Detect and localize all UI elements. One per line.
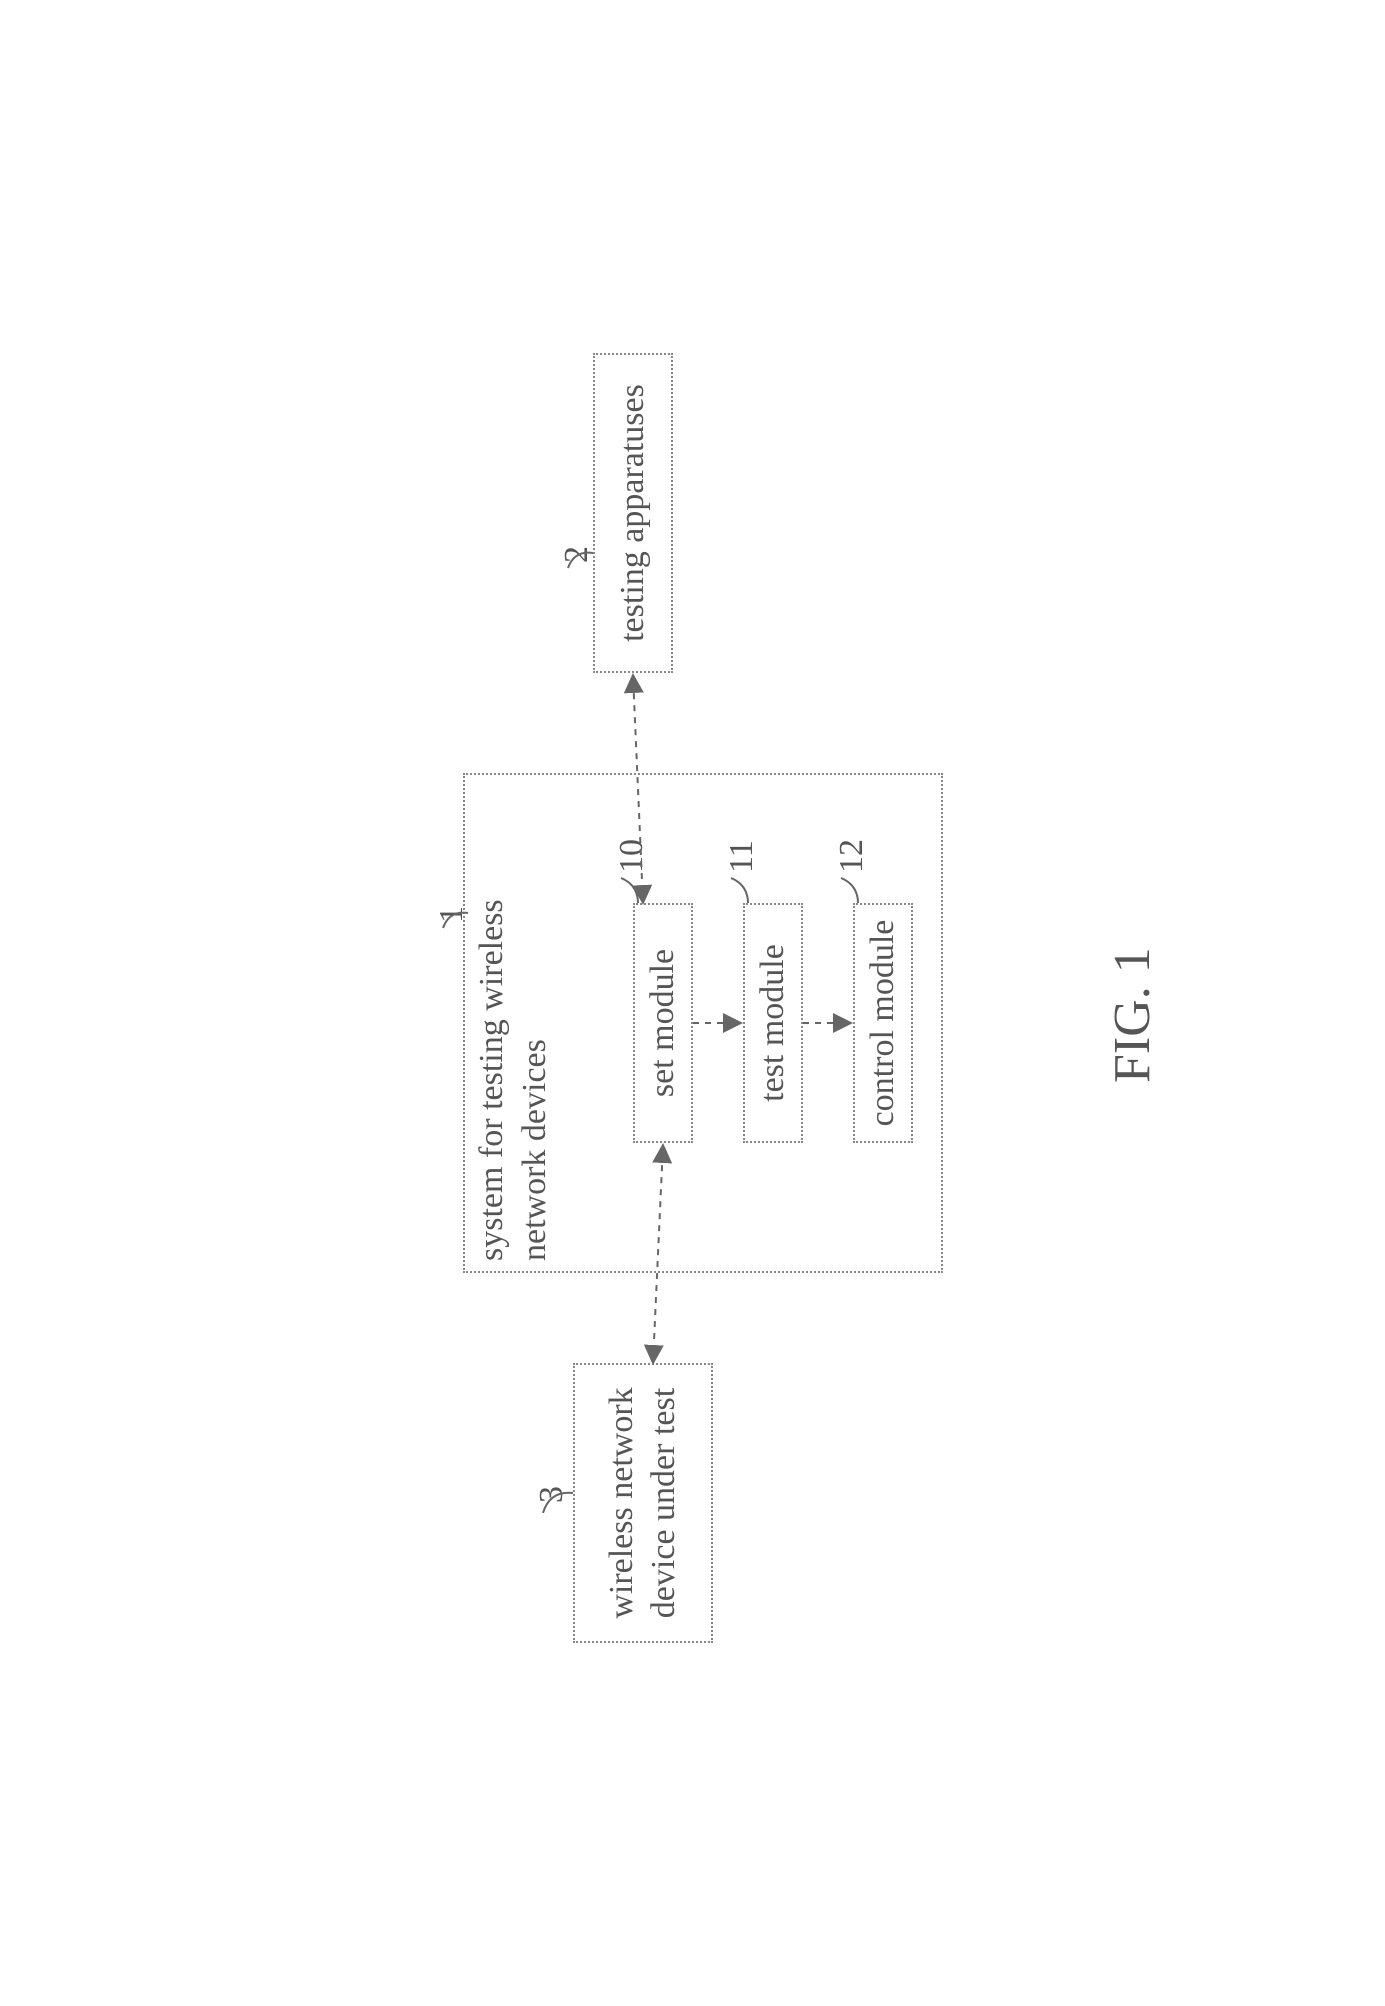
- apparatus-text: testing apparatuses: [614, 384, 652, 642]
- ref-label-12: 12: [833, 839, 871, 873]
- ref-label-1: 1: [433, 906, 471, 923]
- ref-label-3: 3: [533, 1486, 571, 1503]
- figure-caption: FIG. 1: [1103, 947, 1162, 1083]
- ref-label-11: 11: [723, 840, 761, 873]
- set-module-box: set module: [633, 903, 693, 1143]
- system-title: system for testing wireless network devi…: [471, 899, 556, 1261]
- apparatus-box: testing apparatuses: [593, 353, 673, 673]
- ref-label-2: 2: [558, 546, 596, 563]
- ref-label-10: 10: [613, 839, 651, 873]
- test-module-text: test module: [754, 944, 792, 1102]
- test-module-box: test module: [743, 903, 803, 1143]
- dut-box: wireless network device under test: [573, 1363, 713, 1643]
- system-title-line1: system for testing wireless: [473, 899, 510, 1261]
- dut-text: wireless network device under test: [600, 1387, 685, 1618]
- control-module-box: control module: [853, 903, 913, 1143]
- system-title-line2: network devices: [515, 1039, 552, 1261]
- diagram-root: system for testing wireless network devi…: [343, 303, 1043, 1703]
- set-module-text: set module: [644, 949, 682, 1097]
- dut-line2: device under test: [645, 1388, 682, 1618]
- control-module-text: control module: [864, 920, 902, 1127]
- dut-line1: wireless network: [602, 1387, 639, 1618]
